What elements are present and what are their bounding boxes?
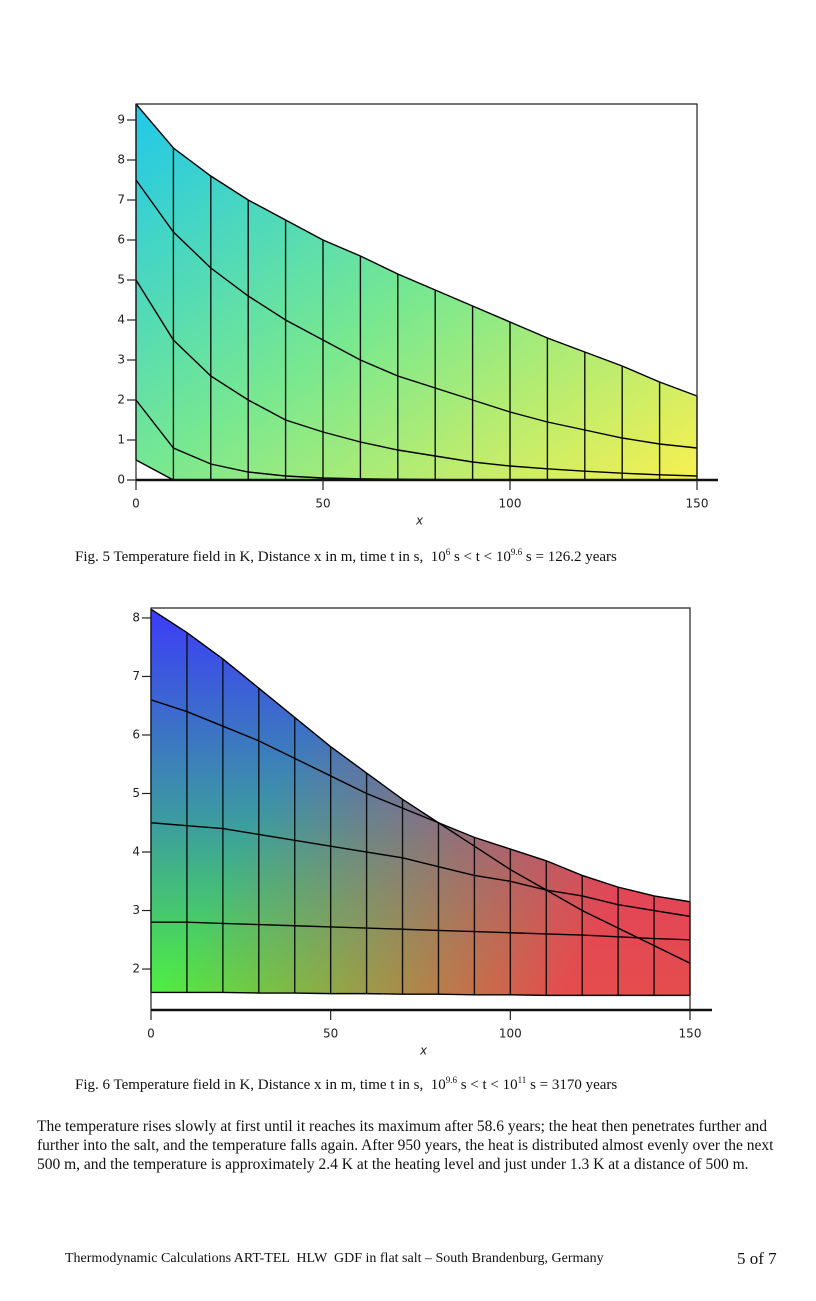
y-tick-label: 5 bbox=[132, 786, 140, 800]
caption-text: s < t < 10 bbox=[450, 549, 511, 565]
surface-curve bbox=[135, 179, 698, 449]
plot-frame bbox=[135, 103, 698, 480]
surface-curve bbox=[150, 699, 691, 903]
x-tick-label: 100 bbox=[499, 497, 522, 511]
caption-text: s = 3170 years bbox=[526, 1077, 618, 1093]
footer-text: Thermodynamic Calculations ART-TEL HLW G… bbox=[65, 1251, 604, 1266]
surface-curve bbox=[135, 103, 698, 397]
surface-curve bbox=[135, 279, 698, 477]
x-tick-label: 50 bbox=[315, 497, 330, 511]
surface-curve bbox=[150, 608, 691, 964]
x-tick-label: 100 bbox=[499, 1027, 522, 1041]
y-tick-label: 6 bbox=[117, 233, 125, 247]
y-tick-label: 7 bbox=[117, 193, 125, 207]
surface-curve bbox=[151, 921, 691, 941]
caption-text: s < t < 10 bbox=[456, 1077, 518, 1093]
caption-text: s = 126.2 years bbox=[522, 549, 617, 565]
y-tick-label: 2 bbox=[117, 393, 125, 407]
caption: Fig. 6 Temperature field in K, Distance … bbox=[75, 1075, 617, 1094]
caption-text: Fig. 6 Temperature field in K, Distance … bbox=[75, 1077, 446, 1093]
y-tick-label: 1 bbox=[117, 433, 125, 447]
y-tick-label: 5 bbox=[117, 273, 125, 287]
y-tick-label: 0 bbox=[117, 473, 125, 487]
y-tick-label: 9 bbox=[117, 113, 125, 127]
surface-fill bbox=[136, 104, 697, 480]
caption-sup: 11 bbox=[517, 1075, 527, 1085]
body-paragraph: The temperature rises slowly at first un… bbox=[37, 1118, 774, 1173]
caption: Fig. 5 Temperature field in K, Distance … bbox=[75, 547, 617, 566]
page-number: 5 of 7 bbox=[737, 1249, 777, 1268]
y-tick-label: 6 bbox=[132, 727, 140, 741]
y-tick-label: 4 bbox=[132, 845, 140, 859]
x-axis-label: x bbox=[415, 514, 424, 528]
y-tick-label: 2 bbox=[132, 962, 140, 976]
x-tick-label: 0 bbox=[132, 497, 140, 511]
x-axis-label: x bbox=[419, 1044, 428, 1058]
y-tick-label: 3 bbox=[132, 903, 140, 917]
plot-frame bbox=[150, 607, 691, 1010]
caption-sup: 6 bbox=[445, 547, 451, 557]
caption-text: Fig. 5 Temperature field in K, Distance … bbox=[75, 549, 446, 565]
surface-curve bbox=[151, 991, 690, 997]
surface-curve bbox=[150, 822, 691, 918]
x-tick-label: 0 bbox=[147, 1027, 155, 1041]
caption-sup: 9.6 bbox=[445, 1075, 457, 1085]
caption-sup: 9.6 bbox=[510, 547, 523, 557]
y-tick-label: 4 bbox=[117, 313, 125, 327]
y-tick-label: 3 bbox=[117, 353, 125, 367]
x-tick-label: 150 bbox=[679, 1027, 702, 1041]
x-tick-label: 150 bbox=[686, 497, 709, 511]
y-tick-label: 8 bbox=[117, 153, 125, 167]
y-tick-label: 8 bbox=[132, 610, 140, 624]
surface-fill bbox=[151, 609, 690, 996]
y-tick-label: 7 bbox=[132, 669, 140, 683]
x-tick-label: 50 bbox=[323, 1027, 338, 1041]
